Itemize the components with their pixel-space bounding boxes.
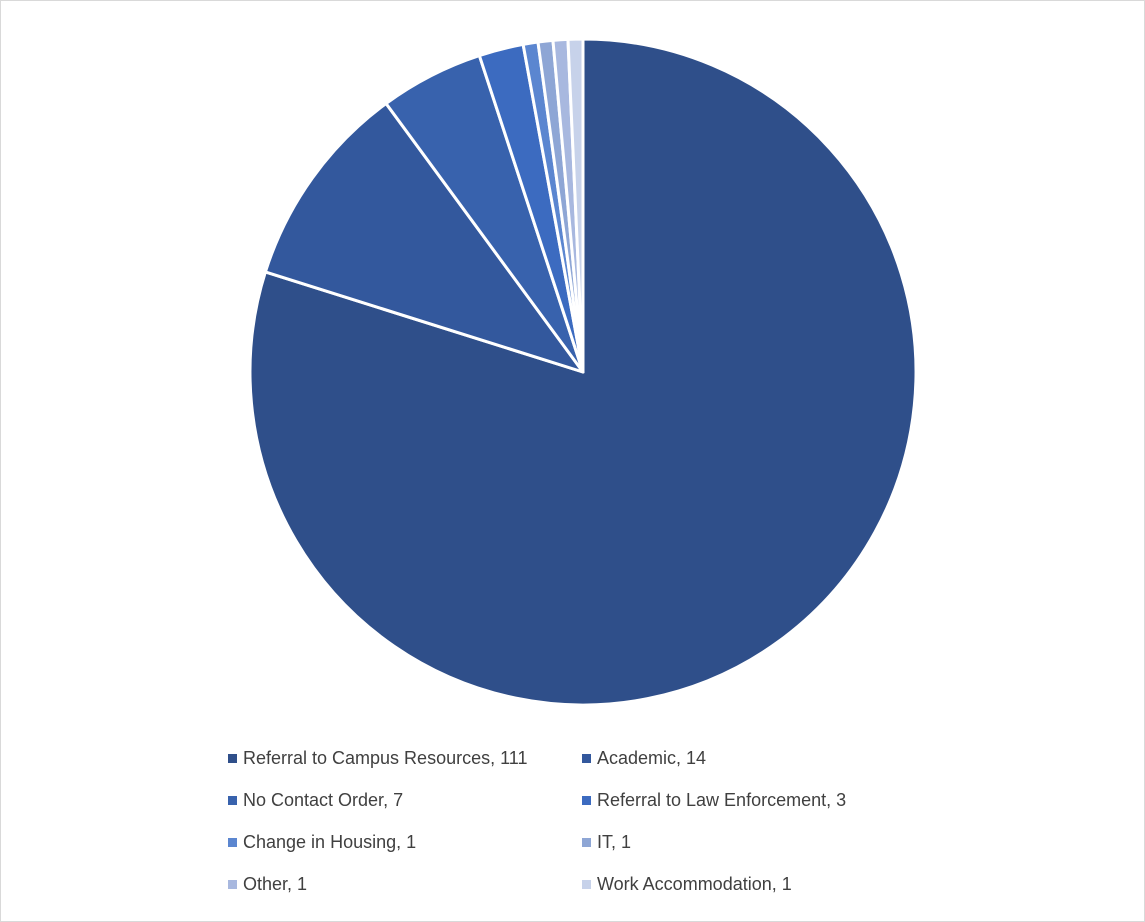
legend-label: Other, 1 [243,873,308,894]
pie-chart [248,37,918,707]
legend-item-referral-to-law-enforcement: Referral to Law Enforcement, 3 [582,787,962,813]
legend-label: Work Accommodation, 1 [597,873,792,894]
pie-slices [248,37,918,707]
legend-swatch [582,837,591,847]
legend-swatch [228,795,237,805]
pie-slice-work-accommodation [566,37,585,374]
legend-label: Change in Housing, 1 [243,831,417,852]
legend-swatch [582,879,591,889]
legend-label: Academic, 14 [597,747,707,768]
legend-swatch [228,753,237,763]
legend-item-academic: Academic, 14 [582,745,962,771]
legend-item-no-contact-order: No Contact Order, 7 [228,787,582,813]
legend-label: IT, 1 [597,831,632,852]
legend-item-other: Other, 1 [228,871,582,897]
legend-swatch [582,753,591,763]
legend-swatch [228,879,237,889]
legend-item-referral-to-campus-resources: Referral to Campus Resources, 111 [228,745,582,771]
legend-label: Referral to Campus Resources, 111 [243,747,528,768]
legend: Referral to Campus Resources, 111 Academ… [228,745,988,897]
legend-label: No Contact Order, 7 [243,789,404,810]
legend-item-work-accommodation: Work Accommodation, 1 [582,871,962,897]
legend-label: Referral to Law Enforcement, 3 [597,789,847,810]
legend-item-it: IT, 1 [582,829,962,855]
legend-swatch [582,795,591,805]
pie-slice-academic [263,101,585,374]
legend-swatch [228,837,237,847]
legend-item-change-in-housing: Change in Housing, 1 [228,829,582,855]
